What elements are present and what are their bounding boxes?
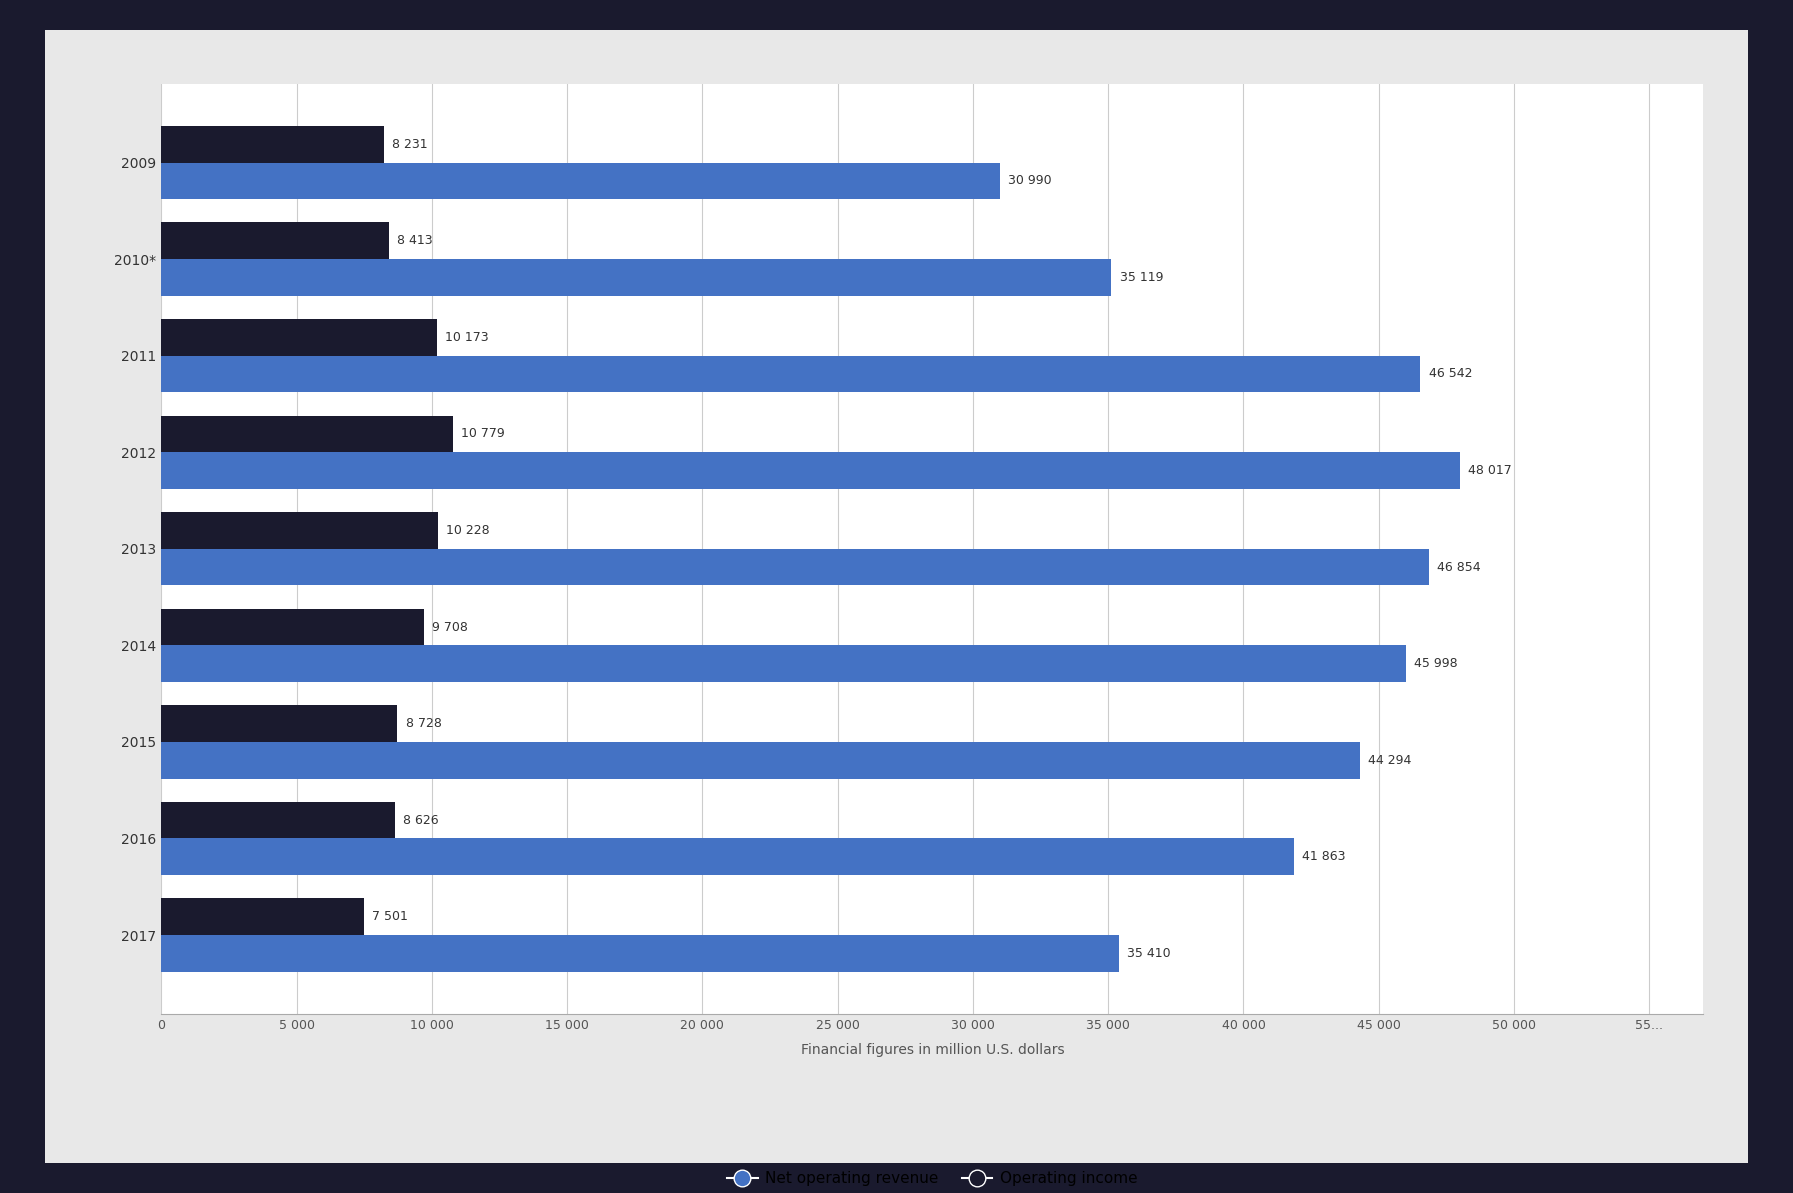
Bar xyxy=(161,162,1000,199)
Bar xyxy=(161,645,1406,682)
Bar xyxy=(161,259,1112,296)
Text: 8 728: 8 728 xyxy=(405,717,441,730)
Text: 8 413: 8 413 xyxy=(396,234,432,247)
Text: 30 990: 30 990 xyxy=(1008,174,1051,187)
Bar xyxy=(161,742,1359,779)
Bar xyxy=(161,452,1460,489)
Text: 35 410: 35 410 xyxy=(1128,947,1171,960)
Bar xyxy=(161,512,437,549)
Text: 35 119: 35 119 xyxy=(1119,271,1164,284)
Bar xyxy=(161,549,1429,586)
Text: 10 228: 10 228 xyxy=(446,524,489,537)
Bar xyxy=(161,802,394,839)
Bar xyxy=(161,935,1119,972)
Legend: Net operating revenue, Operating income: Net operating revenue, Operating income xyxy=(721,1166,1144,1193)
Bar xyxy=(161,222,389,259)
Bar xyxy=(161,608,423,645)
Text: 45 998: 45 998 xyxy=(1415,657,1458,670)
Text: 7 501: 7 501 xyxy=(373,910,409,923)
Bar xyxy=(161,319,436,356)
Bar xyxy=(161,125,384,162)
Text: 10 173: 10 173 xyxy=(445,330,488,344)
X-axis label: Financial figures in million U.S. dollars: Financial figures in million U.S. dollar… xyxy=(800,1043,1065,1057)
Text: 46 854: 46 854 xyxy=(1436,561,1481,574)
Bar xyxy=(161,898,364,935)
Text: 46 542: 46 542 xyxy=(1429,367,1472,381)
Text: 48 017: 48 017 xyxy=(1468,464,1511,477)
Text: 44 294: 44 294 xyxy=(1368,754,1411,767)
Bar xyxy=(161,415,454,452)
Bar xyxy=(161,356,1420,392)
Text: 8 231: 8 231 xyxy=(393,137,429,150)
Text: 10 779: 10 779 xyxy=(461,427,506,440)
Text: 8 626: 8 626 xyxy=(403,814,439,827)
Text: 9 708: 9 708 xyxy=(432,620,468,633)
Bar xyxy=(161,705,398,742)
Bar xyxy=(161,839,1295,876)
Text: 41 863: 41 863 xyxy=(1302,851,1345,864)
